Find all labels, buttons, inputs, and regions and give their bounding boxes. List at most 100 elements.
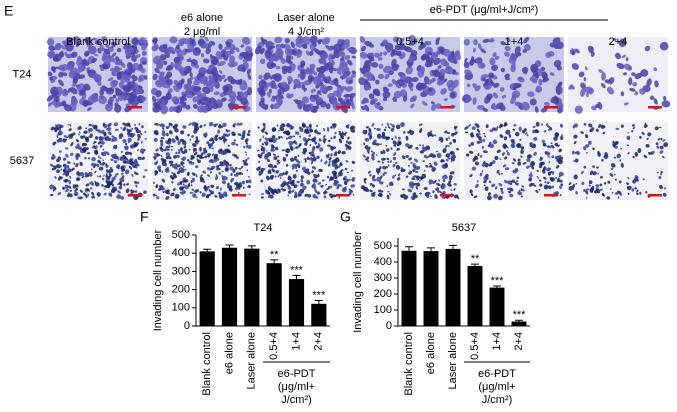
significance: ***	[290, 264, 304, 276]
significance: ***	[491, 275, 505, 287]
micrograph	[360, 121, 460, 201]
cell	[190, 139, 192, 141]
cell	[123, 157, 127, 160]
x-tick-label: Laser alone	[246, 332, 258, 390]
scale-bar	[232, 194, 246, 197]
error-bar	[226, 245, 234, 248]
y-tick-label: 300	[374, 272, 392, 284]
x-tick-label: 0.5+4	[469, 332, 481, 360]
bar	[490, 288, 505, 326]
scale-bar	[336, 194, 350, 197]
column-header: 1+4	[505, 36, 524, 48]
y-tick-label: 0	[184, 320, 190, 332]
bar	[468, 266, 483, 326]
significance: **	[270, 249, 279, 261]
row-label: T24	[13, 68, 32, 80]
column-header: 2+4	[609, 36, 628, 48]
x-tick-label: 2+4	[513, 332, 525, 351]
x-tick-label: 1+4	[491, 332, 503, 351]
cell	[309, 64, 315, 69]
cell	[221, 175, 223, 177]
bar	[222, 248, 237, 326]
cell	[69, 176, 71, 179]
scale-bar	[336, 106, 350, 109]
scale-bar	[544, 106, 558, 109]
cell	[371, 62, 378, 68]
cell	[204, 132, 207, 136]
micrograph	[568, 122, 669, 200]
bar	[289, 279, 304, 326]
y-tick-label: 200	[374, 288, 392, 300]
column-header: 2 μg/ml	[184, 26, 220, 38]
x-tick-label: Blank control	[201, 332, 213, 396]
bar	[402, 251, 417, 326]
panel-label: E	[4, 3, 13, 19]
scale-bar	[648, 194, 662, 197]
bar	[200, 251, 215, 326]
micrograph	[254, 34, 358, 114]
group-label: J/cm²)	[482, 394, 513, 406]
y-tick-label: 100	[172, 302, 190, 314]
scale-bar	[128, 106, 142, 109]
scale-bar	[232, 106, 246, 109]
image-grid	[46, 34, 671, 202]
cell	[588, 141, 592, 145]
micrograph	[567, 37, 670, 114]
row-label: 5637	[10, 155, 34, 167]
column-header: Laser alone	[277, 12, 335, 24]
y-tick-label: 400	[374, 256, 392, 268]
bar	[512, 322, 527, 326]
group-label: J/cm²)	[281, 394, 312, 406]
group-label: (μg/ml+	[478, 381, 515, 393]
cell	[167, 149, 170, 151]
column-header: e6 alone	[181, 12, 223, 24]
scale-bar	[440, 194, 454, 197]
y-tick-label: 500	[172, 229, 190, 241]
micrograph	[464, 122, 565, 201]
y-axis-label: Invading cell number	[352, 231, 364, 333]
y-tick-label: 0	[386, 320, 392, 332]
x-tick-label: e6 alone	[425, 332, 437, 374]
x-tick-label: Blank control	[403, 332, 415, 396]
x-tick-label: e6 alone	[223, 332, 235, 374]
cell	[341, 138, 344, 140]
significance: ***	[312, 289, 326, 301]
chart-title: 5637	[452, 222, 476, 234]
panel-label: F	[140, 209, 149, 225]
bar	[424, 251, 439, 326]
x-tick-label: 1+4	[290, 332, 302, 351]
scale-bar	[544, 194, 558, 197]
cell	[527, 134, 529, 136]
column-header: Blank control	[66, 36, 130, 48]
bar	[311, 304, 326, 326]
y-axis-label: Invading cell number	[152, 229, 164, 331]
column-header: 4 J/cm²	[288, 26, 324, 38]
cell	[530, 64, 538, 73]
error-bar	[405, 247, 413, 251]
panel-label: G	[340, 209, 351, 225]
scale-bar	[440, 106, 454, 109]
column-header: 0.5+4	[396, 36, 424, 48]
x-tick-label: 2+4	[313, 332, 325, 351]
error-bar	[427, 248, 435, 251]
x-tick-label: 0.5+4	[268, 332, 280, 360]
scale-bar	[648, 106, 662, 109]
y-tick-label: 300	[172, 265, 190, 277]
bar	[244, 249, 259, 326]
cell	[510, 139, 514, 142]
micrograph	[48, 122, 148, 201]
significance: **	[471, 253, 480, 265]
micrograph	[151, 35, 255, 115]
group-header: e6-PDT (μg/ml+J/cm²)	[430, 4, 539, 16]
bar	[267, 263, 282, 326]
error-bar	[248, 246, 256, 249]
cell	[475, 59, 480, 62]
micrograph	[152, 121, 252, 200]
group-label: e6-PDT	[278, 368, 316, 380]
cell	[584, 77, 586, 81]
y-tick-label: 100	[374, 304, 392, 316]
error-bar	[203, 249, 211, 251]
y-tick-label: 500	[374, 240, 392, 252]
y-tick-label: 200	[172, 284, 190, 296]
